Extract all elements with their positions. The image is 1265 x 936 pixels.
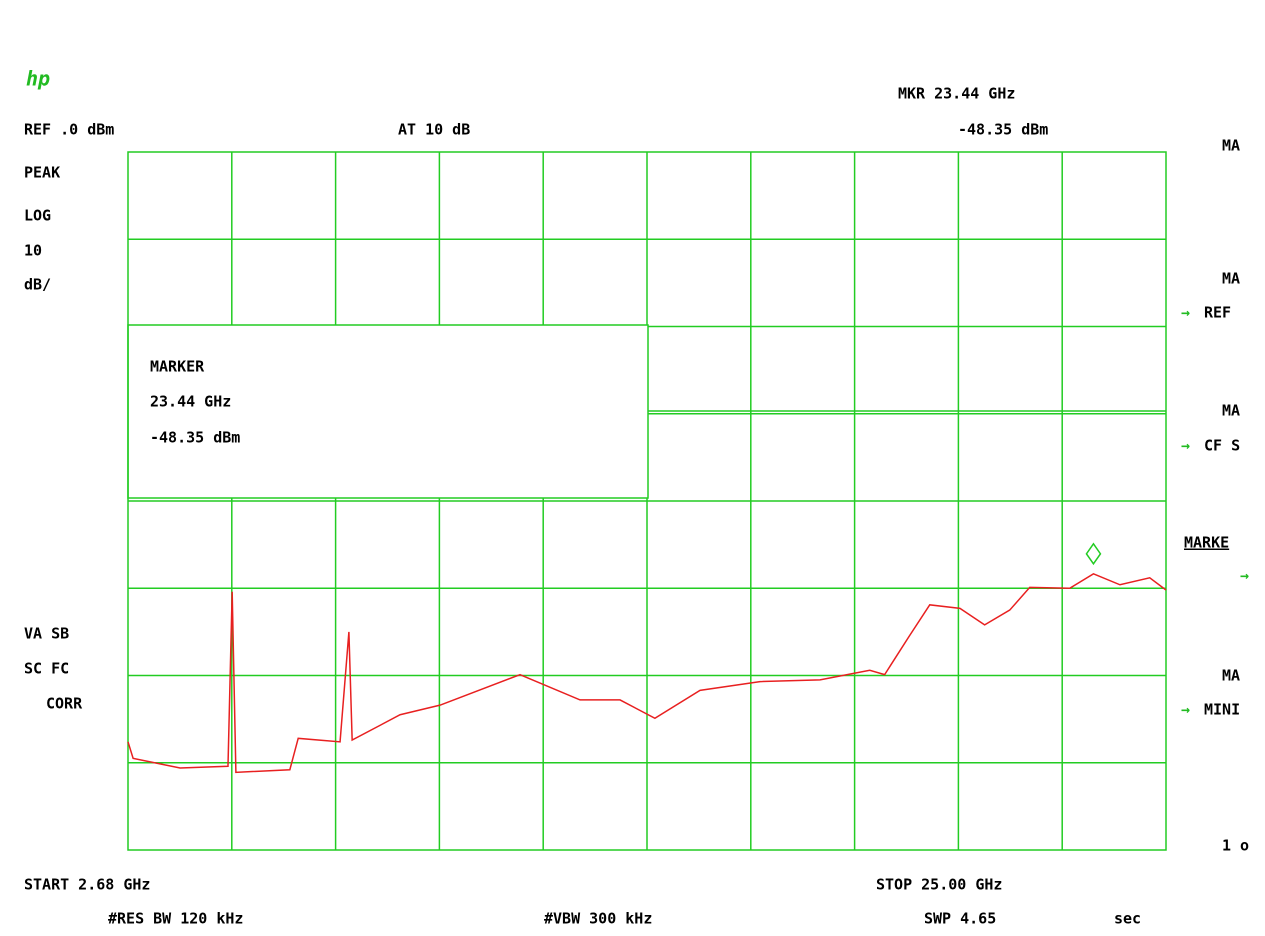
softkey[interactable]: MARKE (1184, 534, 1229, 552)
arrow: → (1240, 567, 1249, 585)
arrow: → (1181, 304, 1190, 322)
softkey[interactable]: CF S (1204, 437, 1240, 455)
softkey[interactable]: MA (1222, 402, 1240, 420)
trace (127, 573, 1167, 774)
softkey[interactable]: REF (1204, 304, 1231, 322)
start-label: START 2.68 GHz (24, 876, 150, 894)
ref-level: REF .0 dBm (24, 121, 114, 139)
attenuation: AT 10 dB (398, 121, 470, 139)
sweep-unit: sec (1114, 910, 1141, 928)
arrow: → (1181, 437, 1190, 455)
softkeys: MA MA → REF MA → CF S MARKE → MA → MINI … (1181, 137, 1249, 855)
marker-box-label: 23.44 GHz (150, 393, 231, 411)
marker-box (127, 324, 649, 499)
mkr-amplitude: -48.35 dBm (958, 121, 1048, 139)
arrow: → (1181, 701, 1190, 719)
status-label: VA SB (24, 625, 69, 643)
left-label: 10 (24, 242, 42, 260)
softkey[interactable]: MA (1222, 270, 1240, 288)
softkey[interactable]: 1 o (1222, 837, 1249, 855)
vbw: #VBW 300 kHz (544, 910, 652, 928)
res-bw: #RES BW 120 kHz (108, 910, 243, 928)
left-label: dB/ (24, 276, 51, 294)
status-label: CORR (46, 695, 83, 713)
marker-box-label: MARKER (150, 358, 205, 376)
graticule-frame (127, 151, 1167, 851)
marker-diamond (1085, 542, 1102, 566)
stop-label: STOP 25.00 GHz (876, 876, 1002, 894)
softkey[interactable]: MINI (1204, 701, 1240, 719)
hp-logo: hp (26, 67, 50, 91)
softkey[interactable]: MA (1222, 667, 1240, 685)
status-label: SC FC (24, 660, 69, 678)
mkr-title: MKR 23.44 GHz (898, 85, 1015, 103)
marker-box-label: -48.35 dBm (150, 429, 240, 447)
softkey[interactable]: MA (1222, 137, 1240, 155)
sweep: SWP 4.65 (924, 910, 996, 928)
left-label: LOG (24, 207, 51, 225)
left-label: PEAK (24, 164, 60, 182)
